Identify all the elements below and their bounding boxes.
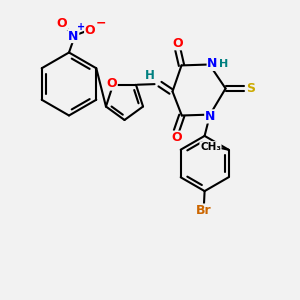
Text: O: O bbox=[172, 37, 183, 50]
Text: H: H bbox=[219, 59, 228, 69]
Text: N: N bbox=[207, 57, 218, 70]
Text: O: O bbox=[171, 131, 182, 144]
Text: H: H bbox=[145, 69, 155, 82]
Text: O: O bbox=[85, 24, 95, 37]
Text: −: − bbox=[96, 16, 106, 29]
Text: N: N bbox=[205, 110, 215, 123]
Text: S: S bbox=[246, 82, 255, 95]
Text: O: O bbox=[106, 77, 117, 90]
Text: O: O bbox=[57, 17, 68, 30]
Text: CH₃: CH₃ bbox=[200, 142, 221, 152]
Text: +: + bbox=[77, 22, 85, 32]
Text: Br: Br bbox=[196, 204, 212, 217]
Text: N: N bbox=[68, 29, 79, 43]
